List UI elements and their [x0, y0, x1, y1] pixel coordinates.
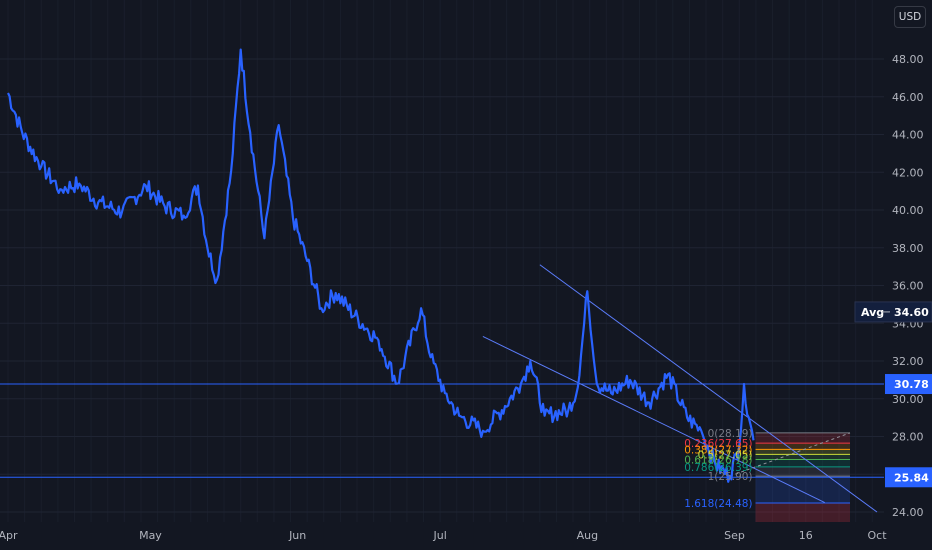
price-badge: [885, 374, 932, 395]
y-axis-panel: [884, 0, 932, 550]
avg-badge: [854, 301, 932, 323]
channel-line[interactable]: [539, 264, 878, 513]
fib-level-label: 0(28.19): [708, 428, 753, 440]
avg-badge-value: 34.60: [894, 306, 929, 319]
x-tick-label: Apr: [0, 529, 18, 542]
y-tick-label: 42.00: [892, 166, 924, 179]
avg-badge-label: Avg: [861, 306, 884, 319]
fib-band: [755, 459, 850, 467]
fib-level-label: 0.5(27.05): [698, 449, 753, 461]
x-axis-panel: [0, 522, 932, 550]
y-tick-label: 38.00: [892, 242, 924, 255]
fib-stop-zone: [755, 502, 850, 522]
price-badges: 30.78 25.84 Avg 34.60: [854, 301, 932, 488]
x-tick-label: May: [139, 529, 162, 542]
channel-line[interactable]: [482, 336, 825, 504]
price-badge-value: 30.78: [894, 378, 929, 391]
y-tick-label: 24.00: [892, 506, 924, 519]
x-tick-label: 16: [799, 529, 813, 542]
grid: [0, 58, 884, 513]
y-tick-label: 46.00: [892, 91, 924, 104]
fib-level-label: 1.618(24.48): [684, 498, 752, 510]
y-tick-label: 48.00: [892, 53, 924, 66]
price-line: [7, 48, 755, 483]
y-tick-label: 30.00: [892, 393, 924, 406]
x-tick-label: Oct: [867, 529, 887, 542]
y-tick-label: 32.00: [892, 355, 924, 368]
x-tick-label: Jul: [432, 529, 446, 542]
x-axis[interactable]: Apr May Jun Jul Aug Sep 16 Oct: [0, 522, 932, 550]
fib-level-label: 1(25.90): [708, 471, 753, 483]
price-badge-value: 25.84: [894, 471, 929, 484]
fib-band: [755, 432, 850, 444]
fib-band: [755, 449, 850, 455]
trend-channel[interactable]: [482, 264, 878, 513]
fib-labels: 0(28.19)0.236(27.65)0.382(27.32)0.5(27.0…: [684, 428, 752, 510]
x-tick-label: Jun: [288, 529, 306, 542]
fib-band: [755, 466, 850, 477]
fib-band: [755, 476, 850, 503]
x-tick-label: Aug: [577, 529, 598, 542]
y-tick-label: 28.00: [892, 431, 924, 444]
y-tick-label: 44.00: [892, 129, 924, 142]
fib-level-label: 0.236(27.65): [684, 438, 752, 450]
fib-level-label: 0.786(26.39): [684, 462, 752, 474]
fib-level-label: 0.382(27.32): [684, 444, 752, 456]
fib-band: [755, 443, 850, 450]
y-tick-label: 36.00: [892, 280, 924, 293]
fib-level-label: 0.618(26.78): [684, 455, 752, 467]
price-badge: [885, 467, 932, 488]
x-tick-label: Sep: [724, 529, 745, 542]
y-tick-label: 40.00: [892, 204, 924, 217]
price-line-group: [7, 48, 755, 483]
horizontal-lines[interactable]: [0, 383, 884, 478]
y-axis[interactable]: 24.0026.0028.0030.0032.0034.0036.0038.00…: [884, 0, 932, 550]
currency-badge[interactable]: USD: [894, 6, 926, 28]
